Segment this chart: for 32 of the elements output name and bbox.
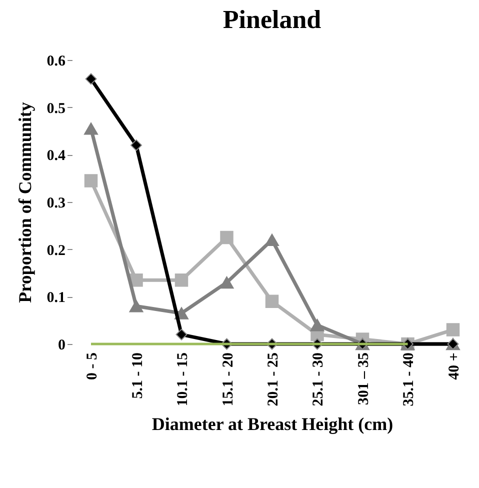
y-tick-label: 0.2	[46, 242, 66, 259]
y-tick-label: 0.6	[46, 54, 66, 70]
point	[220, 230, 234, 244]
point	[446, 323, 460, 336]
point	[176, 328, 188, 340]
point	[264, 234, 280, 246]
y-axis-title: Proportion of Community	[14, 102, 35, 303]
y-tick-label: 0.4	[46, 148, 66, 164]
x-tick-label: 40 +	[446, 352, 462, 380]
x-tick-label: 10.1 - 15	[175, 352, 191, 406]
x-tick-label: 5.1 - 10	[130, 352, 146, 399]
y-tick-label: 0.1	[46, 290, 66, 306]
point	[85, 73, 97, 85]
y-tick-label: 0.5	[46, 100, 66, 117]
x-tick-label: 0 - 5	[84, 352, 101, 380]
x-tick-label: 35.1 - 40	[401, 352, 418, 406]
point	[129, 300, 144, 312]
point	[310, 318, 324, 332]
point	[174, 273, 188, 287]
x-tick-label: 301 – 35	[356, 352, 372, 405]
point	[84, 122, 98, 135]
point	[130, 139, 142, 151]
y-tick-label: 0	[58, 338, 66, 354]
y-tick-label: 0.3	[46, 196, 66, 212]
x-axis-title: Diameter at Breast Height (cm)	[152, 414, 394, 434]
x-tick-label: 25.1 - 30	[310, 352, 327, 406]
point	[84, 174, 98, 188]
point	[220, 276, 234, 289]
point	[265, 294, 279, 308]
x-tick-label: 15.1 - 20	[220, 352, 236, 406]
chart-title: Pineland	[222, 5, 322, 34]
x-tick-label: 20.1 - 25	[266, 352, 282, 406]
